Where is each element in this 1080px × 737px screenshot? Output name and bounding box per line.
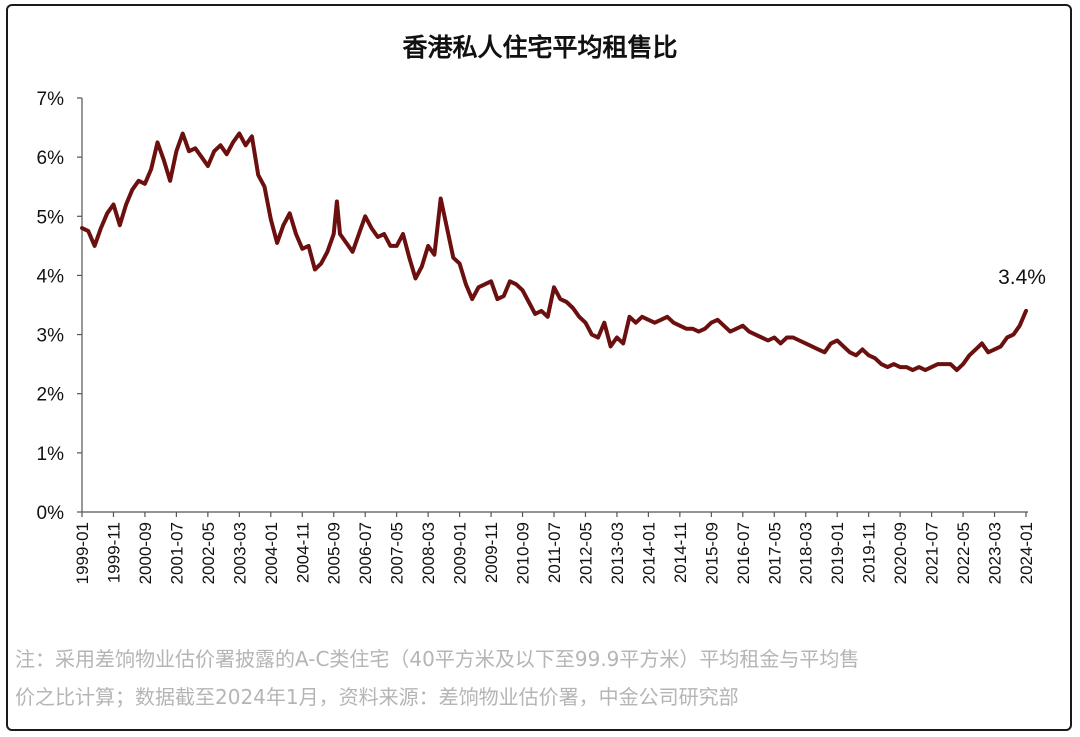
footnote-line-2: 价之比计算；数据截至2024年1月，资料来源：差饷物业估价署，中金公司研究部 [15, 685, 739, 709]
x-tick-label: 2005-09 [325, 522, 344, 584]
x-tick-label: 2011-07 [545, 522, 564, 583]
y-tick-label: 4% [37, 266, 65, 287]
y-tick-label: 2% [37, 385, 65, 406]
x-tick-label: 2022-05 [954, 522, 973, 584]
axes: 0% 1% 2% 3% 4% 5% 6% 7% 1999-01 1999-11 2000-09 200… [37, 89, 1036, 584]
x-tick-label: 2015-09 [702, 522, 721, 584]
x-tick-label: 2008-03 [419, 522, 438, 584]
x-tick-label: 2009-11 [482, 522, 501, 583]
x-tick-label: 2017-05 [765, 522, 784, 584]
y-tick-label: 3% [37, 326, 65, 347]
x-tick-label: 2001-07 [167, 522, 186, 584]
y-tick-label: 0% [37, 503, 65, 524]
x-tick-label: 2009-01 [451, 522, 470, 584]
x-tick-label: 2014-01 [639, 522, 658, 584]
y-tick-label: 5% [37, 207, 65, 228]
y-tick-label: 7% [37, 89, 65, 110]
x-tick-label: 2000-09 [136, 522, 155, 584]
x-tick-label: 1999-11 [104, 522, 123, 583]
x-tick-label: 2024-01 [1017, 522, 1036, 584]
x-tick-label: 2019-11 [860, 522, 879, 583]
y-tick-label: 1% [37, 444, 65, 465]
x-tick-label: 2023-03 [986, 522, 1005, 584]
x-tick-label: 2019-01 [828, 522, 847, 584]
footnote: 注：采用差饷物业估价署披露的A-C类住宅（40平方米及以下至99.9平方米）平均… [15, 640, 1075, 716]
line-chart: 0% 1% 2% 3% 4% 5% 6% 7% 1999-01 1999-11 2000-09 200… [37, 89, 1046, 584]
series-line-0 [80, 131, 1028, 373]
x-tick-label: 2014-11 [671, 522, 690, 583]
x-tick-label: 2021-07 [923, 522, 942, 584]
x-tick-label: 2016-07 [734, 522, 753, 584]
x-tick-label: 2002-05 [199, 522, 218, 584]
x-tick-label: 2012-05 [576, 522, 595, 584]
x-tick-label: 2004-11 [293, 522, 312, 583]
chart-frame [6, 4, 1072, 731]
x-tick-label: 1999-01 [73, 522, 92, 584]
footnote-line-1: 注：采用差饷物业估价署披露的A-C类住宅（40平方米及以下至99.9平方米）平均… [15, 647, 860, 671]
chart-title: 香港私人住宅平均租售比 [402, 33, 678, 62]
y-tick-label: 6% [37, 148, 65, 169]
x-tick-label: 2004-01 [262, 522, 281, 584]
series-layer [80, 131, 1028, 373]
x-tick-label: 2006-07 [356, 522, 375, 584]
x-tick-label: 2020-09 [891, 522, 910, 584]
x-tick-label: 2018-03 [797, 522, 816, 584]
x-tick-label: 2013-03 [608, 522, 627, 584]
x-tick-label: 2007-05 [388, 522, 407, 584]
annotation-layer: 3.4% [998, 266, 1046, 289]
x-tick-label: 2010-09 [514, 522, 533, 584]
x-tick-label: 2003-03 [230, 522, 249, 584]
end-value-label: 3.4% [998, 266, 1046, 289]
